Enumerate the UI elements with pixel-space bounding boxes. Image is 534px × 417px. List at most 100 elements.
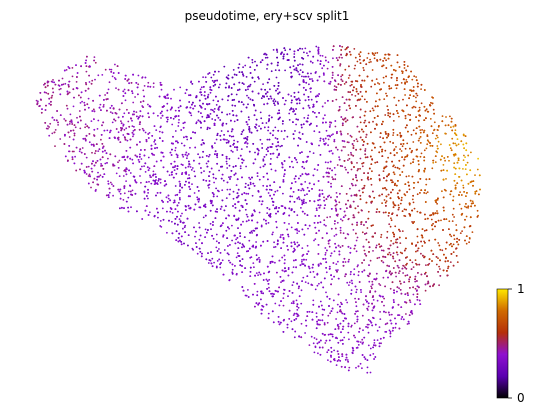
scatter-point bbox=[442, 164, 445, 166]
scatter-point bbox=[460, 207, 463, 210]
scatter-point bbox=[318, 198, 321, 201]
scatter-point bbox=[336, 148, 339, 151]
scatter-point bbox=[247, 296, 250, 298]
scatter-point bbox=[325, 339, 328, 342]
scatter-point bbox=[311, 78, 313, 80]
scatter-point bbox=[413, 221, 415, 223]
scatter-point bbox=[450, 235, 453, 238]
scatter-point bbox=[64, 82, 67, 85]
scatter-point bbox=[370, 183, 373, 186]
scatter-point bbox=[157, 114, 159, 117]
scatter-point bbox=[277, 144, 280, 147]
scatter-point bbox=[314, 288, 317, 291]
scatter-point bbox=[266, 81, 269, 84]
scatter-point bbox=[379, 311, 381, 313]
scatter-point bbox=[419, 131, 422, 134]
scatter-point bbox=[446, 169, 448, 172]
scatter-point bbox=[228, 176, 230, 179]
scatter-point bbox=[344, 68, 347, 71]
scatter-point bbox=[398, 272, 400, 274]
scatter-point bbox=[349, 187, 351, 190]
scatter-point bbox=[324, 253, 327, 256]
scatter-point bbox=[261, 122, 264, 124]
scatter-point bbox=[131, 119, 133, 122]
scatter-point bbox=[331, 176, 334, 179]
scatter-point bbox=[276, 101, 279, 103]
scatter-point bbox=[341, 219, 344, 222]
scatter-point bbox=[166, 231, 168, 234]
scatter-point bbox=[207, 93, 210, 96]
scatter-point bbox=[340, 301, 342, 304]
scatter-point bbox=[355, 291, 358, 294]
scatter-point bbox=[223, 65, 226, 68]
scatter-point bbox=[232, 69, 235, 71]
scatter-point bbox=[276, 189, 279, 192]
scatter-point bbox=[366, 101, 368, 103]
scatter-point bbox=[432, 108, 435, 111]
scatter-point bbox=[453, 234, 455, 237]
scatter-point bbox=[226, 167, 229, 169]
scatter-point bbox=[157, 179, 160, 182]
scatter-point bbox=[373, 339, 376, 342]
scatter-point bbox=[290, 95, 293, 97]
scatter-point bbox=[224, 86, 227, 89]
scatter-point bbox=[242, 103, 245, 106]
scatter-point bbox=[123, 88, 126, 91]
scatter-point bbox=[248, 239, 251, 242]
scatter-point bbox=[202, 216, 205, 219]
scatter-point bbox=[396, 253, 399, 256]
scatter-point bbox=[465, 235, 468, 238]
scatter-point bbox=[315, 209, 318, 212]
scatter-point bbox=[141, 77, 144, 79]
scatter-point bbox=[237, 157, 240, 160]
scatter-point bbox=[394, 225, 397, 228]
scatter-point bbox=[390, 87, 393, 90]
scatter-point bbox=[246, 94, 248, 97]
scatter-point bbox=[255, 272, 258, 274]
scatter-point bbox=[422, 131, 425, 134]
scatter-point bbox=[330, 185, 332, 188]
scatter-point bbox=[177, 125, 180, 127]
scatter-point bbox=[367, 344, 370, 347]
scatter-point bbox=[369, 320, 372, 323]
scatter-point bbox=[362, 329, 364, 332]
scatter-point bbox=[375, 272, 378, 275]
scatter-point bbox=[281, 122, 284, 125]
scatter-point bbox=[267, 126, 270, 129]
scatter-point bbox=[400, 150, 403, 152]
scatter-point bbox=[211, 257, 214, 260]
scatter-point bbox=[260, 97, 263, 100]
scatter-point bbox=[84, 126, 86, 129]
scatter-point bbox=[107, 180, 110, 183]
scatter-point bbox=[416, 235, 419, 238]
scatter-point bbox=[275, 206, 278, 208]
scatter-point bbox=[235, 256, 238, 259]
scatter-point bbox=[249, 181, 252, 184]
scatter-point bbox=[478, 193, 480, 196]
scatter-point bbox=[158, 130, 161, 133]
scatter-point bbox=[356, 140, 359, 143]
scatter-point bbox=[306, 193, 308, 196]
scatter-point bbox=[321, 189, 324, 192]
scatter-point bbox=[247, 116, 250, 119]
scatter-point bbox=[81, 100, 83, 103]
scatter-point bbox=[235, 184, 238, 187]
scatter-point bbox=[265, 153, 268, 156]
scatter-point bbox=[179, 86, 182, 89]
scatter-point bbox=[305, 201, 307, 204]
scatter-point bbox=[303, 75, 305, 78]
scatter-point bbox=[356, 265, 359, 268]
scatter-point bbox=[166, 118, 169, 121]
scatter-point bbox=[262, 184, 265, 187]
scatter-point bbox=[314, 215, 317, 217]
scatter-point bbox=[106, 129, 109, 132]
scatter-point bbox=[215, 240, 218, 243]
scatter-point bbox=[79, 127, 82, 130]
scatter-point bbox=[84, 138, 87, 141]
scatter-point bbox=[139, 153, 141, 156]
scatter-point bbox=[436, 129, 439, 131]
scatter-point bbox=[361, 231, 364, 234]
scatter-point bbox=[51, 87, 54, 90]
scatter-point bbox=[319, 139, 322, 142]
scatter-point bbox=[294, 228, 297, 231]
